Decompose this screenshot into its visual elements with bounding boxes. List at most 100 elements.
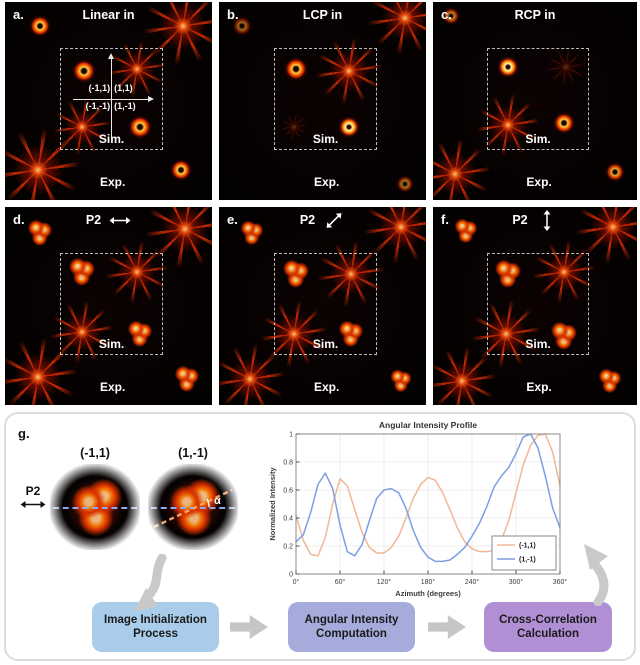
exp-label: Exp. <box>313 175 340 190</box>
flow-box-image-initialization: Image Initialization Process <box>92 602 219 652</box>
panel-letter: d. <box>13 212 25 227</box>
cluster-pattern <box>124 318 155 349</box>
angle-arc <box>206 498 210 508</box>
flow-box-cross-correlation: Cross-Correlation Calculation <box>484 602 612 652</box>
cluster-pattern <box>388 368 415 395</box>
donut-pattern <box>338 115 361 138</box>
panel-title: LCP in <box>219 8 426 22</box>
x-tick-label: 360° <box>553 578 568 586</box>
exp-label: Exp. <box>99 380 126 395</box>
axis-arrowhead-up <box>107 52 114 59</box>
reference-dashed-line <box>52 507 138 509</box>
cluster-pattern <box>172 364 203 395</box>
star-pattern <box>433 138 492 200</box>
flow-box-angular-intensity: Angular Intensity Computation <box>288 602 415 652</box>
donut-pattern <box>283 57 308 82</box>
alpha-label: α <box>214 495 221 507</box>
sim-label: Sim. <box>312 336 339 351</box>
star-pattern <box>433 346 497 405</box>
thumbnail-label-minus1-1: (-1,1) <box>80 446 110 460</box>
cluster-pattern <box>596 367 625 396</box>
y-tick-label: 0 <box>289 572 293 579</box>
star-pattern <box>108 40 167 99</box>
x-tick-label: 300° <box>509 578 524 586</box>
panel-letter: c. <box>441 7 452 22</box>
star-pattern <box>315 37 384 106</box>
star-pattern <box>5 337 79 405</box>
double-arrow-diagonal-icon <box>323 210 345 232</box>
x-tick-label: 180° <box>421 578 436 586</box>
panel-title-text: LCP in <box>302 8 343 22</box>
curved-arrow-up-icon <box>584 544 609 606</box>
star-pattern <box>279 112 308 141</box>
star-pattern <box>545 47 586 88</box>
y-tick-label: 0.4 <box>283 516 293 523</box>
donut-pattern <box>604 162 625 183</box>
cluster-pattern <box>547 319 580 352</box>
y-tick-label: 0.6 <box>283 488 293 495</box>
thumbnail-1-minus1: α <box>148 464 238 550</box>
exp-label: Exp. <box>99 175 126 190</box>
donut-pattern <box>552 111 575 134</box>
panel-title-text: RCP in <box>514 8 556 22</box>
donut-pattern <box>169 159 192 182</box>
panel-title: P2 <box>219 213 426 229</box>
y-tick-label: 1 <box>289 432 293 439</box>
thumbnail-label-1-minus1: (1,-1) <box>178 446 208 460</box>
sim-label: Sim. <box>525 131 551 146</box>
donut-pattern <box>29 14 52 37</box>
sim-label: Sim. <box>312 131 339 146</box>
legend: (-1,1) (1,-1) <box>491 535 557 571</box>
panel-g: g. P2 (-1,1) (1,-1) α <box>4 412 636 661</box>
exp-label: Exp. <box>526 380 552 395</box>
flow-arrow-icon <box>230 615 268 639</box>
legend-entry-label: (1,-1) <box>519 557 536 564</box>
panel-title-text: P2 <box>299 213 316 227</box>
donut-pattern <box>396 175 415 194</box>
x-tick-label: 60° <box>335 578 346 586</box>
donut-pattern <box>231 15 252 36</box>
flow-arrow-icon <box>428 615 466 639</box>
sim-label: Sim. <box>525 336 551 351</box>
exp-label: Exp. <box>526 175 552 190</box>
dashed-roi-box <box>59 252 164 355</box>
panel-letter: f. <box>441 212 449 227</box>
cluster-pattern <box>238 218 267 247</box>
double-arrow-horizontal-icon <box>109 216 131 225</box>
axis-arrowhead-right <box>148 95 155 102</box>
panel-c: c. RCP in Sim. Exp. <box>433 2 637 200</box>
quadrant-label: (-1,-1) <box>85 100 111 111</box>
star-pattern <box>317 240 386 309</box>
dashed-roi-box <box>487 47 590 150</box>
cluster-pattern <box>25 217 56 248</box>
donut-pattern <box>497 56 520 79</box>
thumbnail-minus1-1 <box>50 464 140 550</box>
panel-title: P2 <box>433 210 637 232</box>
panel-title-text: P2 <box>512 213 528 227</box>
sim-label: Sim. <box>98 131 125 146</box>
series-line-1 <box>295 433 561 563</box>
panel-letter: b. <box>227 7 239 22</box>
star-pattern <box>105 240 170 305</box>
donut-pattern <box>127 114 152 139</box>
star-pattern <box>5 127 81 200</box>
x-tick-label: 120° <box>377 578 392 586</box>
dashed-roi-box <box>273 252 378 355</box>
dashed-roi-box: (-1,1) (1,1) (-1,-1) (1,-1) <box>59 47 164 150</box>
cluster-pattern <box>65 256 98 289</box>
panel-title-text: P2 <box>85 213 102 227</box>
x-tick-label: 240° <box>465 578 480 586</box>
star-pattern <box>531 240 596 305</box>
cluster-pattern <box>279 258 312 291</box>
panel-f: f. P2 Sim. Exp. <box>433 207 637 405</box>
angular-intensity-chart: 0° 60° 120° 180° 240° 300° 360° 0 0.2 0.4 0.6 0.8 1 A… <box>266 418 568 604</box>
y-tick-label: 0.2 <box>283 544 293 551</box>
y-tick-label: 0.8 <box>283 460 293 467</box>
double-arrow-vertical-icon <box>542 210 551 232</box>
axis-horizontal-line <box>73 98 151 101</box>
donut-pattern <box>442 6 461 25</box>
panel-letter: e. <box>227 212 238 227</box>
chart-title: Angular Intensity Profile <box>379 420 478 430</box>
panel-e: e. P2 Sim. Exp. <box>219 207 426 405</box>
